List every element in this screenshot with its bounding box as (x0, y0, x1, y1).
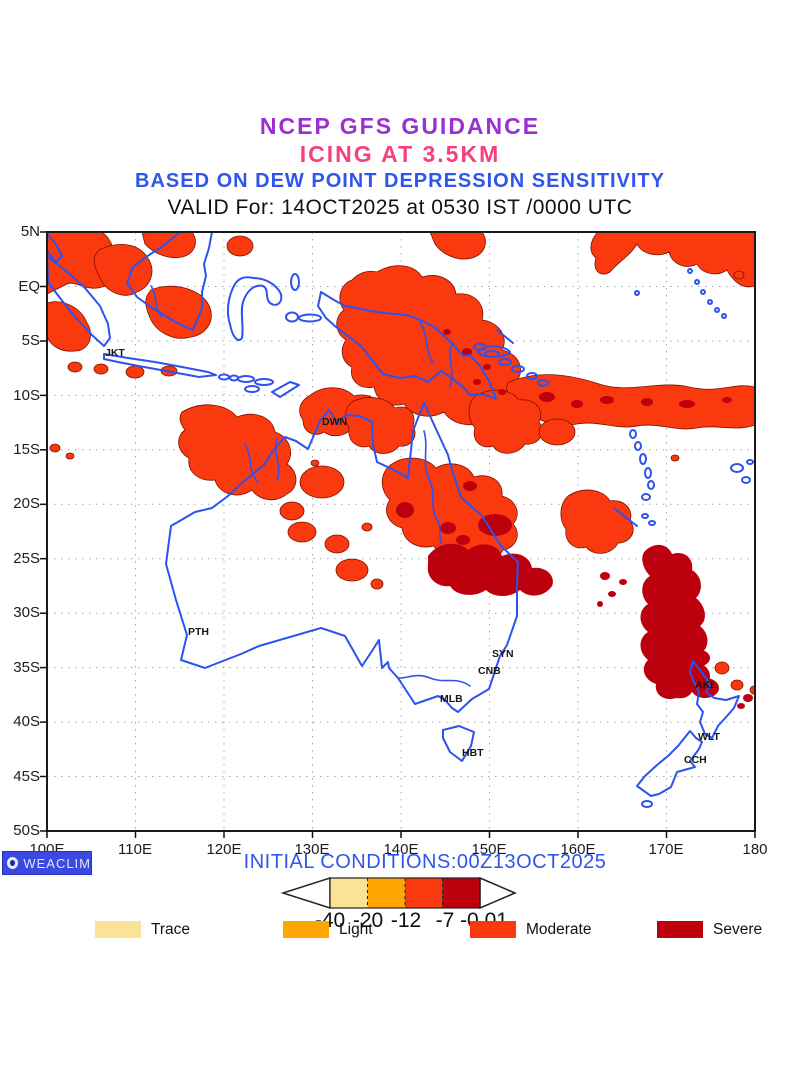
lat-tick-label: 40S (13, 713, 40, 730)
logo-text: WEACLIM (23, 855, 91, 871)
initial-conditions-text: INITIAL CONDITIONS:00Z13OCT2025 (243, 851, 607, 873)
icing-severe-layer (396, 329, 753, 709)
city-label-jakarta: JKT (105, 347, 125, 359)
lon-tick-label: 150E (471, 841, 507, 858)
weaclim-logo: WEACLIM (2, 851, 92, 875)
legend-swatch-moderate (470, 921, 516, 938)
lon-tick-label: 180 (742, 841, 768, 858)
lat-tick-label: 20S (13, 495, 40, 512)
legend-swatch-trace (95, 921, 141, 938)
lat-tick-label: EQ (18, 278, 40, 295)
colorbar-value: -12 (390, 909, 422, 932)
colorbar-value: -20 (352, 909, 384, 932)
river-layer (150, 285, 471, 687)
subtitle-level: ICING AT 3.5KM (299, 141, 501, 167)
lon-tick-label: 140E (383, 841, 419, 858)
lat-tick-label: 35S (13, 659, 40, 676)
city-label-sydney: SYN (492, 648, 514, 660)
colorbar-arrow-right (479, 876, 517, 910)
lon-tick-label: 130E (294, 841, 330, 858)
legend-item-moderate: Moderate (470, 921, 630, 939)
colorbar-arrow-left (280, 876, 331, 910)
lon-tick-label: 110E (118, 841, 152, 858)
city-label-perth: PTH (188, 626, 209, 638)
title-block: NCEP GFS GUIDANCE ICING AT 3.5KM BASED O… (0, 112, 800, 221)
lat-tick-label: 25S (13, 550, 40, 567)
lat-tick-label: 10S (13, 387, 40, 404)
coastline-layer (47, 232, 754, 808)
city-label-wellington: WLT (698, 731, 721, 743)
legend-swatch-light (283, 921, 329, 938)
valid-time-text: VALID For: 14OCT2025 at 0530 IST /0000 U… (167, 196, 633, 219)
icing-moderate-layer (47, 232, 755, 695)
legend-label-severe: Severe (713, 921, 763, 938)
lon-tick-label: 170E (648, 841, 684, 858)
legend-item-severe: Severe (657, 921, 800, 939)
legend-label-moderate: Moderate (526, 921, 592, 938)
city-label-hobart: HBT (462, 747, 484, 759)
colorbar-box-moderate (405, 878, 443, 908)
axis-ticks (40, 231, 756, 838)
city-label-canberra: CNB (478, 665, 501, 677)
lat-tick-label: 5N (20, 223, 40, 240)
colorbar (280, 876, 517, 910)
colorbar-box-severe (442, 878, 480, 908)
lat-tick-label: 5S (21, 332, 40, 349)
lon-tick-label: 160E (560, 841, 596, 858)
colorbar-box-light (367, 878, 405, 908)
city-label-melbourne: MLB (440, 693, 463, 705)
colorbar-value: -7 (435, 909, 455, 932)
city-label-auckland: AKL (695, 679, 717, 691)
lat-tick-label: 50S (13, 822, 40, 839)
page-title: NCEP GFS GUIDANCE (259, 113, 541, 139)
logo-circle-icon (7, 857, 19, 869)
city-label-darwin: DWN (322, 416, 347, 428)
legend-label-light: Light (339, 921, 373, 938)
lat-tick-label: 15S (13, 441, 40, 458)
legend-label-trace: Trace (151, 921, 191, 938)
city-label-christchurch: CCH (684, 754, 707, 766)
lon-tick-label: 120E (206, 841, 242, 858)
map-canvas: JKT DWN PTH SYN CNB MLB HBT AKL WLT CCH (40, 231, 756, 838)
legend-swatch-severe (657, 921, 703, 938)
city-labels: JKT DWN PTH SYN CNB MLB HBT AKL WLT CCH (105, 347, 721, 766)
lat-tick-label: 45S (13, 768, 40, 785)
subtitle-method: BASED ON DEW POINT DEPRESSION SENSITIVIT… (135, 170, 665, 192)
legend-item-light: Light (283, 921, 433, 939)
legend-item-trace: Trace (95, 921, 245, 939)
lat-tick-label: 30S (13, 604, 40, 621)
colorbar-box-trace (330, 878, 368, 908)
